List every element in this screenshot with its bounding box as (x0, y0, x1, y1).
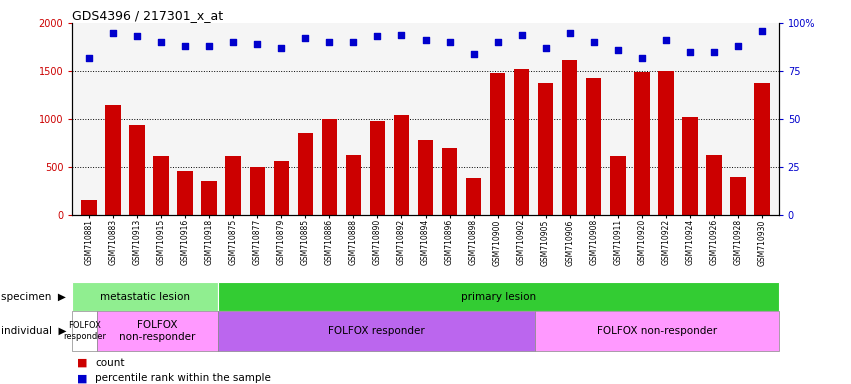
Point (491, 39, 505, 45)
Point (635, 55, 648, 61)
Bar (442, 148, 457, 215)
Text: specimen  ▶: specimen ▶ (1, 291, 66, 302)
Text: ■: ■ (77, 373, 87, 383)
Bar (585, 78, 602, 215)
Bar (298, 134, 313, 215)
Point (755, 28, 768, 34)
Bar (634, 72, 649, 215)
Bar (754, 83, 769, 215)
Bar (273, 161, 289, 215)
Bar (82, 200, 97, 215)
Bar (706, 155, 722, 215)
Text: primary lesion: primary lesion (461, 291, 536, 302)
Text: GDS4396 / 217301_x_at: GDS4396 / 217301_x_at (72, 9, 224, 22)
Point (707, 49, 721, 55)
Bar (369, 121, 386, 215)
Point (299, 35, 312, 41)
Point (323, 39, 336, 45)
Point (611, 47, 625, 53)
Text: count: count (95, 358, 125, 368)
Bar (72, 311, 97, 351)
Bar (562, 60, 578, 215)
Bar (514, 69, 529, 215)
Bar (610, 156, 625, 215)
Text: FOLFOX
responder: FOLFOX responder (63, 321, 106, 341)
Point (250, 41, 264, 47)
Point (659, 37, 672, 43)
Bar (97, 311, 219, 351)
Bar (490, 73, 505, 215)
Bar (178, 171, 193, 215)
Text: FOLFOX
non-responder: FOLFOX non-responder (119, 320, 196, 342)
Point (179, 43, 192, 49)
Point (466, 51, 480, 57)
Bar (153, 157, 169, 215)
Bar (226, 157, 241, 215)
Point (563, 30, 576, 36)
Bar (394, 115, 409, 215)
Bar (346, 155, 361, 215)
Point (106, 30, 120, 36)
Bar (219, 282, 779, 311)
Bar (418, 140, 433, 215)
Bar (658, 71, 673, 215)
Point (539, 45, 552, 51)
Point (83, 55, 96, 61)
Point (683, 49, 697, 55)
Bar (682, 117, 698, 215)
Point (346, 39, 360, 45)
Point (226, 39, 240, 45)
Bar (219, 311, 535, 351)
Point (419, 37, 432, 43)
Point (443, 39, 456, 45)
Bar (730, 177, 745, 215)
Point (395, 31, 408, 38)
Bar (535, 311, 779, 351)
Text: metastatic lesion: metastatic lesion (100, 291, 191, 302)
Bar (322, 119, 337, 215)
Point (587, 39, 601, 45)
Point (130, 33, 144, 40)
Bar (465, 177, 482, 215)
Point (154, 39, 168, 45)
Point (203, 43, 216, 49)
Text: ■: ■ (77, 358, 87, 368)
Bar (249, 167, 266, 215)
Text: individual  ▶: individual ▶ (1, 326, 66, 336)
Bar (72, 282, 219, 311)
Point (371, 33, 385, 40)
Bar (538, 83, 553, 215)
Point (275, 45, 288, 51)
Point (731, 43, 745, 49)
Bar (202, 182, 217, 215)
Bar (106, 104, 121, 215)
Text: FOLFOX non-responder: FOLFOX non-responder (597, 326, 717, 336)
Bar (129, 125, 145, 215)
Text: FOLFOX responder: FOLFOX responder (328, 326, 426, 336)
Text: percentile rank within the sample: percentile rank within the sample (95, 373, 271, 383)
Point (515, 31, 528, 38)
